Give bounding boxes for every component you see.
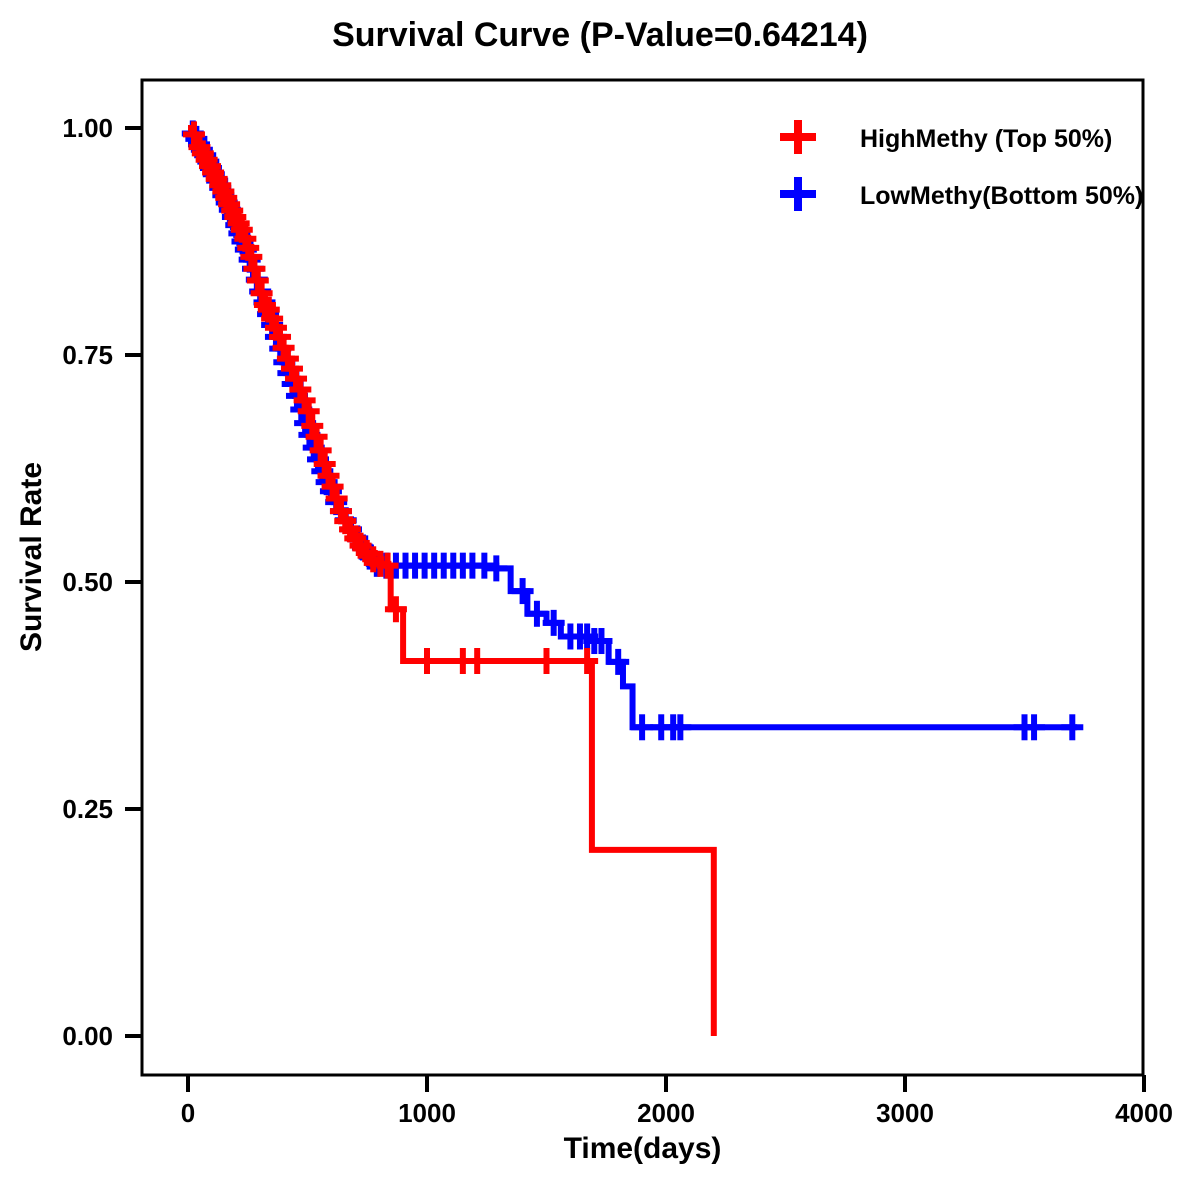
y-tick-label: 0.75 xyxy=(62,340,113,370)
legend: HighMethy (Top 50%) LowMethy(Bottom 50%) xyxy=(780,120,1143,211)
x-axis-label: Time(days) xyxy=(563,1132,722,1165)
x-tick-label: 4000 xyxy=(1115,1098,1173,1128)
legend-label: LowMethy(Bottom 50%) xyxy=(860,182,1143,210)
x-axis-ticks: 0 1000 2000 3000 4000 xyxy=(181,1075,1173,1128)
y-tick-label: 0.00 xyxy=(62,1021,113,1051)
x-tick-label: 1000 xyxy=(398,1098,456,1128)
y-tick-label: 0.50 xyxy=(62,567,113,597)
y-axis-ticks: 0.00 0.25 0.50 0.75 1.00 xyxy=(62,113,142,1051)
y-tick-label: 0.25 xyxy=(62,794,113,824)
legend-label: HighMethy (Top 50%) xyxy=(860,125,1112,153)
series-high-methy xyxy=(182,121,717,1036)
x-tick-label: 2000 xyxy=(637,1098,695,1128)
plot-frame xyxy=(140,78,1145,1077)
x-tick-label: 3000 xyxy=(876,1098,934,1128)
y-tick-label: 1.00 xyxy=(62,113,113,143)
x-tick-label: 0 xyxy=(181,1098,195,1128)
page-title: Survival Curve (P-Value=0.64214) xyxy=(332,16,868,54)
